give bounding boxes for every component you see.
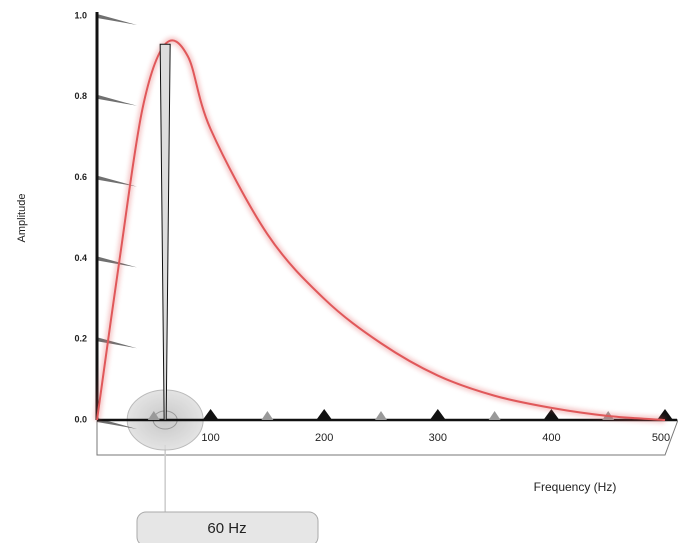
x-axis-label: Frequency (Hz) [534, 480, 617, 494]
annotation-spike [159, 43, 171, 421]
y-tick-label: 0.8 [74, 91, 87, 101]
y-tick-mark [97, 337, 137, 349]
y-tick-mark [97, 14, 137, 25]
x-tick-label: 400 [542, 432, 560, 444]
x-minor-marker [488, 411, 501, 420]
line-glow [94, 37, 666, 423]
y-axis-label: Amplitude [16, 194, 28, 243]
annotation-text: 60 Hz [207, 520, 246, 537]
x-minor-marker [375, 411, 387, 420]
x-tick-label: 100 [201, 432, 219, 444]
y-tick-label: 0.4 [74, 253, 87, 263]
y-tick-label: 0.2 [74, 334, 87, 344]
x-minor-marker [261, 411, 274, 420]
y-tick-label: 0.6 [74, 172, 87, 182]
y-tick-label: 1.0 [74, 10, 87, 20]
line [96, 39, 666, 421]
x-tick-mark [202, 409, 219, 420]
x-tick-label: 200 [315, 432, 333, 444]
x-tick-mark [429, 409, 446, 420]
y-tick-mark [97, 175, 137, 187]
x-tick-label: 300 [429, 432, 447, 444]
x-tick-mark [316, 409, 333, 420]
x-tick-mark [543, 409, 560, 420]
annotation-box [136, 511, 319, 543]
x-minor-marker [147, 411, 160, 420]
y-tick-mark [97, 94, 137, 106]
y-tick-label: 0.0 [74, 414, 87, 424]
x-tick-label: 500 [652, 432, 670, 444]
